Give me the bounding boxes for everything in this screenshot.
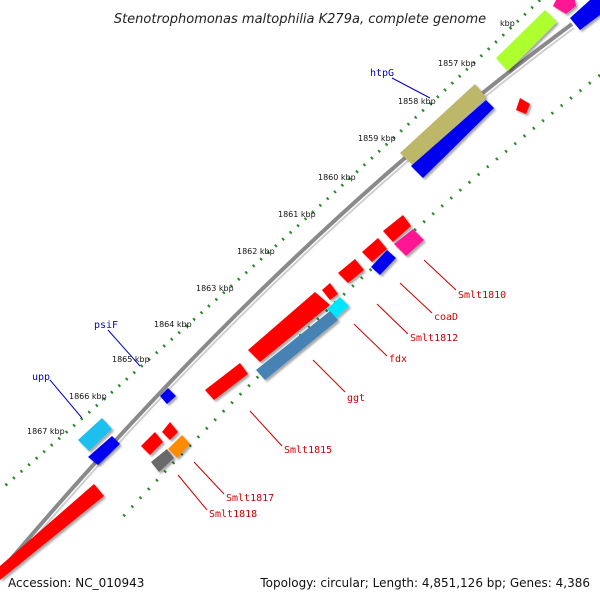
tick-1858: 1858 kbp — [398, 97, 436, 106]
gene-blue-upp[interactable] — [88, 436, 120, 465]
label-fdx: fdx — [389, 354, 407, 365]
tick-labels: kbp 1857 kbp 1858 kbp 1859 kbp 1860 kbp … — [27, 19, 515, 436]
gene-coaD[interactable] — [371, 250, 396, 275]
gene-blue-htpG[interactable] — [411, 100, 494, 178]
gene-red-2[interactable] — [362, 238, 387, 262]
tick-1866: 1866 kbp — [69, 392, 107, 401]
gene-red-long-bottom[interactable] — [0, 484, 104, 580]
gene-red-6[interactable] — [141, 432, 163, 455]
label-psiF: psiF — [94, 320, 118, 331]
label-ggt: ggt — [347, 393, 365, 404]
gene-red-small-right[interactable] — [516, 98, 530, 114]
genome-backbone — [0, 22, 574, 574]
gene-upp[interactable] — [78, 418, 112, 451]
tick-1859: 1859 kbp — [358, 134, 396, 143]
label-upp: upp — [32, 372, 50, 383]
blue-leaders — [49, 77, 431, 419]
label-Smlt1810: Smlt1810 — [458, 290, 506, 301]
gene-Smlt1817[interactable] — [168, 435, 190, 458]
gene-Smlt1818[interactable] — [151, 449, 174, 472]
label-Smlt1815: Smlt1815 — [284, 445, 332, 456]
label-Smlt1818: Smlt1818 — [209, 509, 257, 520]
gene-red-1[interactable] — [383, 215, 411, 242]
gene-red-7[interactable] — [162, 422, 178, 440]
gene-green[interactable] — [496, 10, 557, 71]
tick-1861: 1861 kbp — [278, 210, 316, 219]
gene-Smlt1812-red[interactable] — [248, 292, 330, 362]
label-Smlt1817: Smlt1817 — [226, 493, 274, 504]
tick-kbp-top: kbp — [500, 19, 515, 28]
accession-text: Accession: NC_010943 — [8, 576, 144, 590]
gene-blue-top[interactable] — [570, 0, 600, 30]
gene-htpG[interactable] — [400, 84, 486, 166]
label-Smlt1812: Smlt1812 — [410, 333, 458, 344]
gene-blue-psiF[interactable] — [160, 388, 176, 404]
gene-pink-top[interactable] — [553, 0, 576, 14]
gene-fdx[interactable] — [327, 297, 349, 318]
label-htpG: htpG — [370, 68, 394, 79]
gene-Smlt1810[interactable] — [394, 229, 424, 256]
tick-1864: 1864 kbp — [154, 320, 192, 329]
topology-text: Topology: circular; Length: 4,851,126 bp… — [259, 576, 590, 590]
tick-1865: 1865 kbp — [112, 355, 150, 364]
gene-ggt[interactable] — [256, 311, 338, 380]
tick-1867: 1867 kbp — [27, 427, 65, 436]
label-coaD: coaD — [434, 312, 458, 323]
tick-1857: 1857 kbp — [438, 59, 476, 68]
genome-backbone-shadow — [1, 27, 575, 577]
tick-1863: 1863 kbp — [196, 284, 234, 293]
gene-red-5[interactable] — [205, 363, 248, 400]
gene-red-3[interactable] — [338, 259, 364, 283]
gene-red-4[interactable] — [322, 283, 338, 300]
tick-1860: 1860 kbp — [318, 173, 356, 182]
tick-1862: 1862 kbp — [237, 247, 275, 256]
red-leaders — [177, 259, 457, 511]
map-title: Stenotrophomonas maltophilia K279a, comp… — [114, 12, 486, 27]
